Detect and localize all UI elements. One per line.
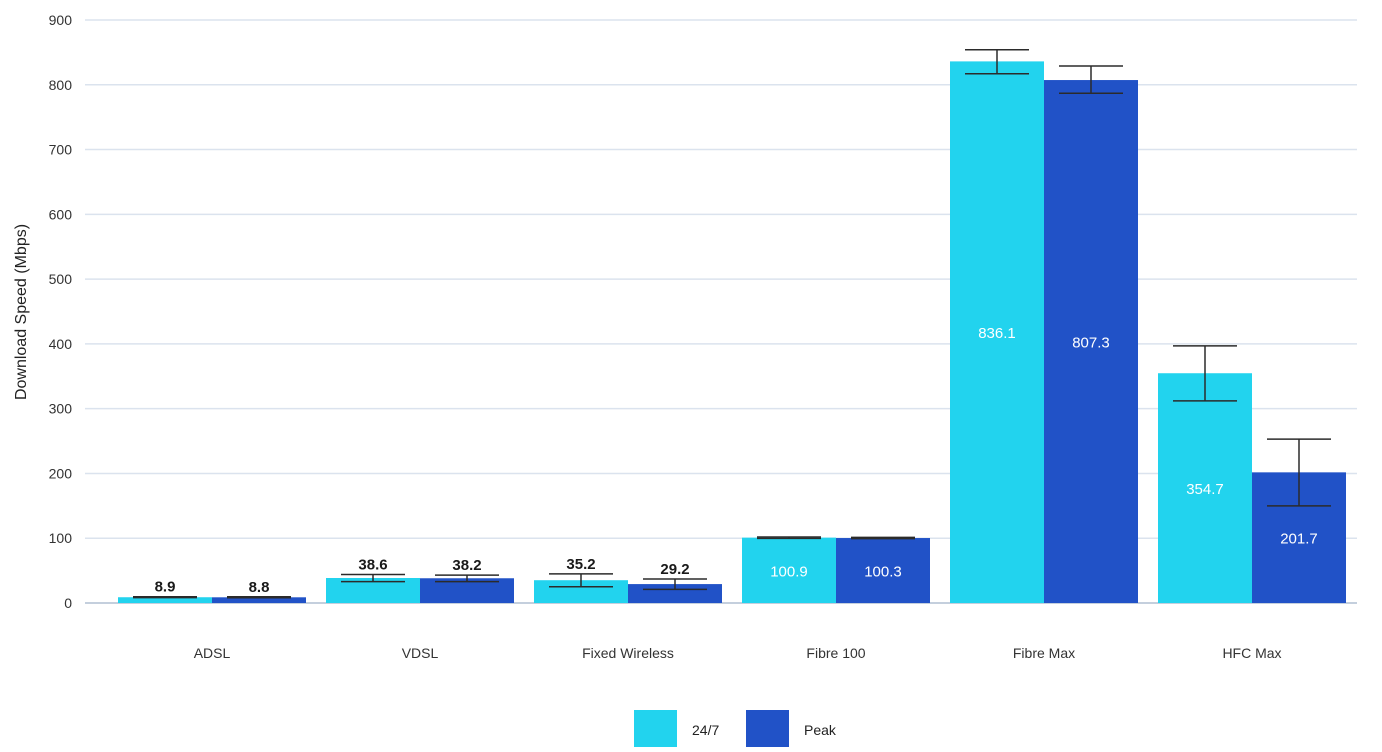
legend-swatch: [634, 710, 677, 747]
y-axis-title: Download Speed (Mbps): [13, 224, 30, 400]
data-label: 29.2: [660, 561, 689, 578]
x-tick-label: HFC Max: [1222, 645, 1281, 661]
x-tick-label: ADSL: [194, 645, 231, 661]
bar: [420, 578, 514, 603]
data-label: 807.3: [1072, 335, 1110, 352]
data-label: 201.7: [1280, 531, 1318, 548]
x-tick-label: Fibre Max: [1013, 645, 1075, 661]
y-tick-label: 500: [49, 271, 73, 287]
legend-swatch: [746, 710, 789, 747]
legend-item: Peak: [746, 710, 837, 747]
y-tick-label: 0: [64, 595, 72, 611]
data-label: 8.8: [249, 579, 270, 596]
bar: [118, 597, 212, 603]
data-label: 100.3: [864, 564, 902, 581]
y-tick-label: 200: [49, 465, 73, 481]
data-labels: 8.9 38.6 35.2 100.9 836.1 354.7 8.8 38.2 29.2 100…: [155, 325, 1318, 596]
legend: 24/7 Peak: [634, 710, 837, 747]
data-label: 836.1: [978, 325, 1016, 342]
x-tick-label: VDSL: [402, 645, 439, 661]
x-tick-label: Fixed Wireless: [582, 645, 674, 661]
bar: [742, 537, 836, 603]
error-bars: [133, 49, 1331, 599]
y-tick-label: 700: [49, 142, 73, 158]
legend-label: Peak: [804, 722, 837, 738]
data-label: 38.2: [452, 557, 481, 574]
y-tick-label: 600: [49, 206, 73, 222]
bar: [534, 580, 628, 603]
x-tick-label: Fibre 100: [806, 645, 865, 661]
y-tick-label: 400: [49, 336, 73, 352]
data-label: 35.2: [566, 556, 595, 573]
legend-item: 24/7: [634, 710, 719, 747]
axes: 0 100 200 300 400 500 600 700 800 900 ADSL VDSL Fixe…: [49, 12, 1282, 661]
legend-label: 24/7: [692, 722, 719, 738]
data-label: 38.6: [358, 556, 387, 573]
bar: [1158, 373, 1252, 603]
y-tick-label: 300: [49, 401, 73, 417]
data-label: 100.9: [770, 563, 808, 580]
gridlines: [85, 19, 1357, 604]
bar: [1044, 80, 1138, 603]
bar: [212, 597, 306, 603]
bar: [950, 61, 1044, 603]
y-tick-label: 900: [49, 12, 73, 28]
data-label: 354.7: [1186, 481, 1224, 498]
y-tick-label: 100: [49, 530, 73, 546]
data-label: 8.9: [155, 579, 176, 596]
y-tick-label: 800: [49, 77, 73, 93]
bar: [836, 538, 930, 603]
bars: [118, 61, 1346, 603]
